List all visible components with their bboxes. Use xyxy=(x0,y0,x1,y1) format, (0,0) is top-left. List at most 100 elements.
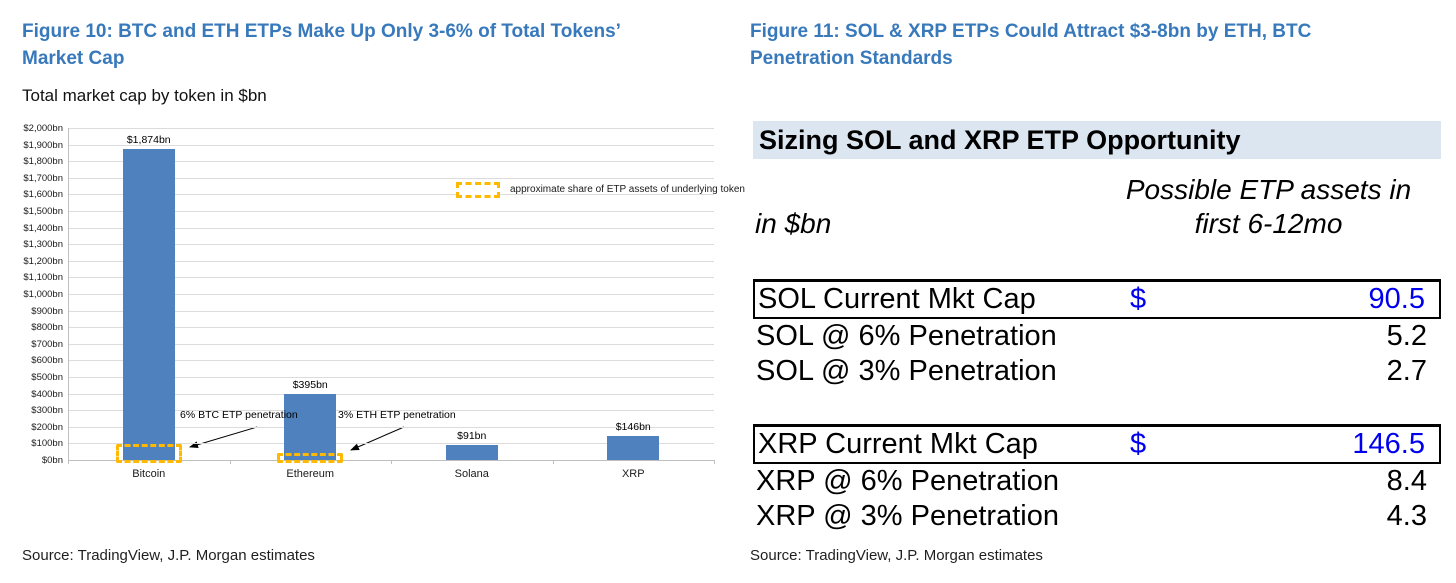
gridline xyxy=(68,128,714,129)
gridline xyxy=(68,410,714,412)
row-currency: $ xyxy=(1130,428,1147,460)
table-rows: SOL Current Mkt Cap $90.5 SOL @ 6% Penetra… xyxy=(753,279,1441,534)
etp-share-overlay-box xyxy=(277,453,344,463)
y-axis-label: $900bn xyxy=(31,305,63,317)
row-value: 90.5 xyxy=(1368,283,1425,315)
x-axis-label: Bitcoin xyxy=(132,468,166,480)
bar-xrp xyxy=(607,436,660,460)
x-axis-tick xyxy=(68,460,69,464)
gridline xyxy=(68,294,714,295)
y-axis-label: $400bn xyxy=(31,388,63,400)
gridline xyxy=(68,260,714,262)
y-axis-label: $300bn xyxy=(31,405,63,417)
gridline xyxy=(68,194,714,196)
value-column-header-line2: first 6-12mo xyxy=(1194,208,1343,239)
gridline xyxy=(68,144,714,146)
gridline xyxy=(68,277,714,279)
row-value-cell: 5.2 xyxy=(1128,319,1441,354)
row-value: 8.4 xyxy=(1386,465,1427,497)
y-axis-label: $1,400bn xyxy=(23,222,63,234)
x-axis-tick xyxy=(229,460,231,464)
row-value-cell: $90.5 xyxy=(1130,282,1439,317)
unit-column-header: in $bn xyxy=(755,208,832,239)
gridline xyxy=(68,393,714,395)
row-value-cell: 4.3 xyxy=(1128,499,1441,534)
value-column-header: Possible ETP assets in first 6-12mo xyxy=(1096,173,1441,241)
y-axis-label: $1,000bn xyxy=(23,289,63,300)
table-row: SOL Current Mkt Cap $90.5 xyxy=(753,279,1441,319)
row-label: SOL Current Mkt Cap xyxy=(758,283,1036,315)
gridline xyxy=(68,161,714,163)
gridline xyxy=(68,443,714,445)
y-axis-label: $1,200bn xyxy=(23,255,63,267)
row-value: 4.3 xyxy=(1386,500,1427,532)
y-axis-line xyxy=(68,128,69,460)
legend-swatch xyxy=(456,182,500,198)
table-row: XRP Current Mkt Cap $146.5 xyxy=(753,424,1441,464)
row-label: XRP @ 6% Penetration xyxy=(756,465,1059,497)
row-value: 5.2 xyxy=(1386,320,1427,352)
chart-subtitle: Total market cap by token in $bn xyxy=(22,86,267,105)
legend-label: approximate share of ETP assets of under… xyxy=(510,184,745,195)
y-axis-label: $700bn xyxy=(31,338,63,350)
figure-10-title: Figure 10: BTC and ETH ETPs Make Up Only… xyxy=(22,21,620,69)
y-axis-label: $1,600bn xyxy=(23,189,63,201)
y-axis-label: $800bn xyxy=(31,322,63,334)
x-axis-label: Solana xyxy=(454,468,489,480)
x-axis-tick xyxy=(552,460,554,464)
row-value: 146.5 xyxy=(1352,428,1425,460)
gridline xyxy=(68,227,714,229)
row-label: SOL @ 6% Penetration xyxy=(756,320,1057,352)
y-axis-label: $1,900bn xyxy=(23,139,63,151)
source-note-left: Source: TradingView, J.P. Morgan estimat… xyxy=(22,547,315,564)
bar-value-label: $146bn xyxy=(615,421,651,433)
y-axis-label: $0bn xyxy=(41,455,63,466)
table-row: SOL @ 6% Penetration 5.2 xyxy=(753,319,1441,354)
table-row: SOL @ 3% Penetration 2.7 xyxy=(753,354,1441,389)
y-axis-label: $200bn xyxy=(31,421,63,433)
y-axis-label: $2,000bn xyxy=(23,123,63,134)
row-value-cell: 2.7 xyxy=(1128,354,1441,389)
row-value-cell: $146.5 xyxy=(1130,427,1439,462)
gridline xyxy=(68,211,714,212)
gridline xyxy=(68,343,714,345)
market-cap-bar-chart: $2,000bn $1,900bn $1,800bn $1,700bn $1,600bn… xyxy=(20,116,745,496)
figure-11-title: Figure 11: SOL & XRP ETPs Could Attract … xyxy=(750,21,1312,69)
gridline xyxy=(68,327,714,329)
gridline xyxy=(68,244,714,246)
bar-solana xyxy=(445,445,498,460)
annotation-label: 3% ETH ETP penetration xyxy=(338,409,456,421)
bar-value-label: $1,874bn xyxy=(126,134,171,146)
x-axis-label: Ethereum xyxy=(286,468,335,480)
sizing-etp-table: Sizing SOL and XRP ETP Opportunity in $b… xyxy=(753,121,1441,534)
annotation-label: 6% BTC ETP penetration xyxy=(180,409,298,421)
y-axis-label: $1,300bn xyxy=(23,239,63,251)
table-title: Sizing SOL and XRP ETP Opportunity xyxy=(753,121,1441,159)
row-value-cell: 8.4 xyxy=(1128,464,1441,499)
y-axis-label: $100bn xyxy=(31,438,63,450)
etp-share-overlay-box xyxy=(115,444,182,463)
table-column-headers: in $bn Possible ETP assets in first 6-12… xyxy=(753,173,1441,241)
source-note-right: Source: TradingView, J.P. Morgan estimat… xyxy=(750,547,1043,564)
row-label: XRP @ 3% Penetration xyxy=(756,500,1059,532)
y-axis-label: $1,100bn xyxy=(23,272,63,284)
y-axis-label: $1,800bn xyxy=(23,156,63,168)
y-axis-label: $500bn xyxy=(31,372,63,383)
gridline xyxy=(68,426,714,428)
table-row: XRP @ 6% Penetration 8.4 xyxy=(753,464,1441,499)
value-column-header-line1: Possible ETP assets in xyxy=(1125,174,1412,205)
gridline xyxy=(68,360,714,362)
bar-value-label: $395bn xyxy=(292,379,328,391)
bar-value-label: $91bn xyxy=(457,430,487,442)
bar-bitcoin xyxy=(122,149,175,460)
gridline xyxy=(68,177,714,179)
row-value: 2.7 xyxy=(1386,355,1427,387)
y-axis-label: $1,500bn xyxy=(23,206,63,217)
y-axis-label: $1,700bn xyxy=(23,172,63,184)
gridline xyxy=(68,377,714,378)
row-label: SOL @ 3% Penetration xyxy=(756,355,1057,387)
gridline xyxy=(68,310,714,312)
x-axis-tick xyxy=(714,460,715,464)
x-axis-tick xyxy=(391,460,392,464)
bar-ethereum xyxy=(284,394,337,460)
